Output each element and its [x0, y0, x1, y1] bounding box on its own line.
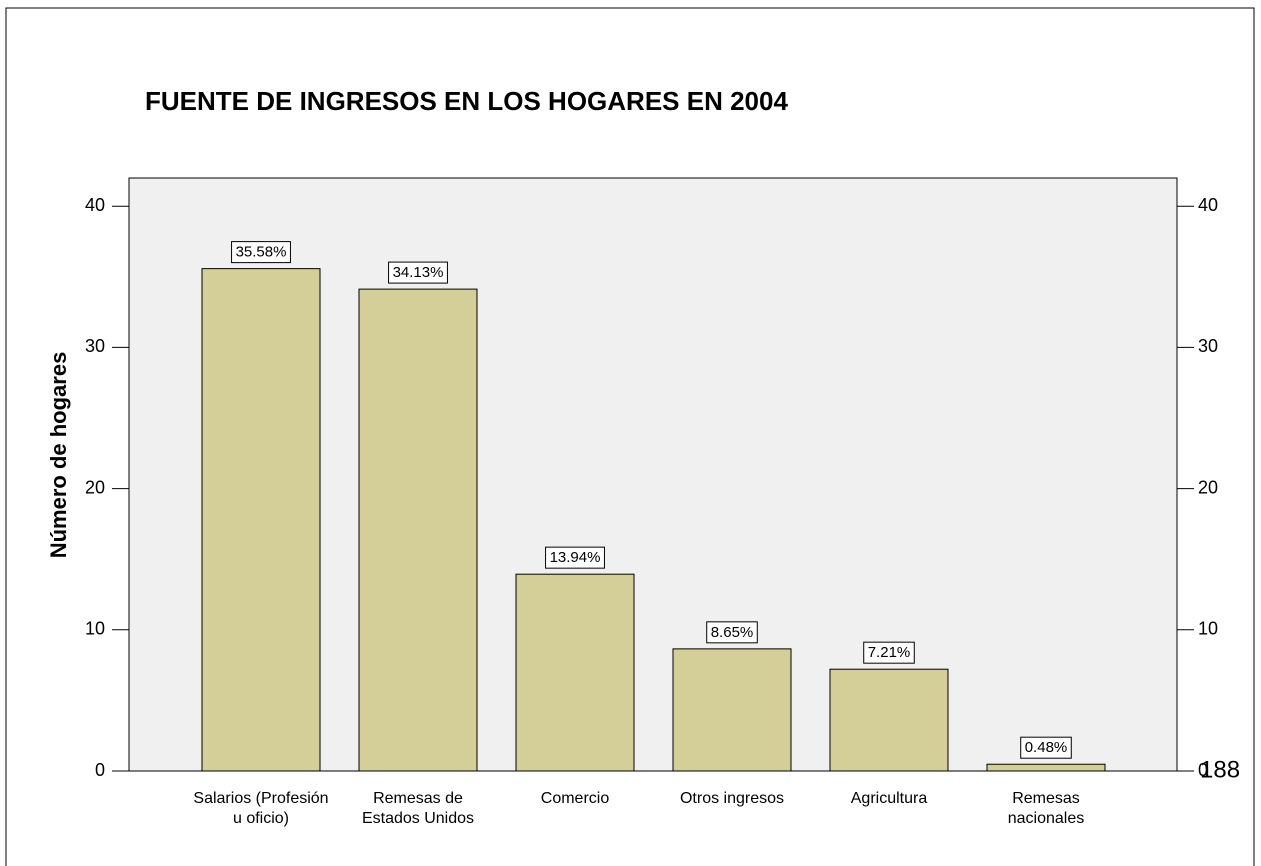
y-axis-label: Número de hogares — [46, 352, 71, 559]
y-tick-label: 40 — [85, 195, 105, 215]
value-label: 34.13% — [393, 264, 444, 281]
value-label: 8.65% — [711, 624, 754, 641]
value-label: 7.21% — [868, 644, 911, 661]
value-label: 0.48% — [1025, 739, 1068, 756]
page-number: 188 — [1200, 756, 1240, 783]
y-tick-label: 30 — [85, 336, 105, 356]
y2-tick-label: 10 — [1198, 619, 1218, 639]
value-label: 35.58% — [236, 244, 287, 261]
x-tick-label: Salarios (Profesión u oficio) — [193, 790, 329, 827]
value-label-box — [1020, 736, 1072, 759]
value-label: 13.94% — [550, 549, 601, 566]
x-tick-label: Agricultura — [850, 790, 928, 807]
y-tick-label: 20 — [85, 477, 105, 497]
value-label-box — [863, 641, 915, 664]
bar — [201, 268, 321, 772]
bar — [672, 648, 792, 772]
bar — [515, 573, 635, 772]
y2-tick-label: 0 — [1198, 760, 1208, 780]
y-tick-label: 0 — [95, 760, 105, 780]
value-label-box — [706, 621, 758, 644]
value-label-box — [388, 261, 448, 284]
y2-tick-label: 40 — [1198, 195, 1218, 215]
bar — [829, 668, 949, 772]
x-tick-label: Comercio — [540, 790, 610, 807]
x-tick-label: Otros ingresos — [679, 790, 785, 807]
value-label-box — [231, 241, 291, 264]
chart-title: FUENTE DE INGRESOS EN LOS HOGARES EN 200… — [145, 86, 788, 116]
y2-tick-label: 30 — [1198, 336, 1218, 356]
x-tick-label: Remesas de Estados Unidos — [361, 790, 475, 827]
bar — [986, 763, 1106, 772]
value-label-box — [545, 546, 605, 569]
x-tick-label: Remesas nacionales — [1007, 790, 1085, 827]
y-tick-label: 10 — [85, 619, 105, 639]
y2-tick-label: 20 — [1198, 477, 1218, 497]
bar — [358, 288, 478, 772]
frame — [5, 7, 1255, 866]
